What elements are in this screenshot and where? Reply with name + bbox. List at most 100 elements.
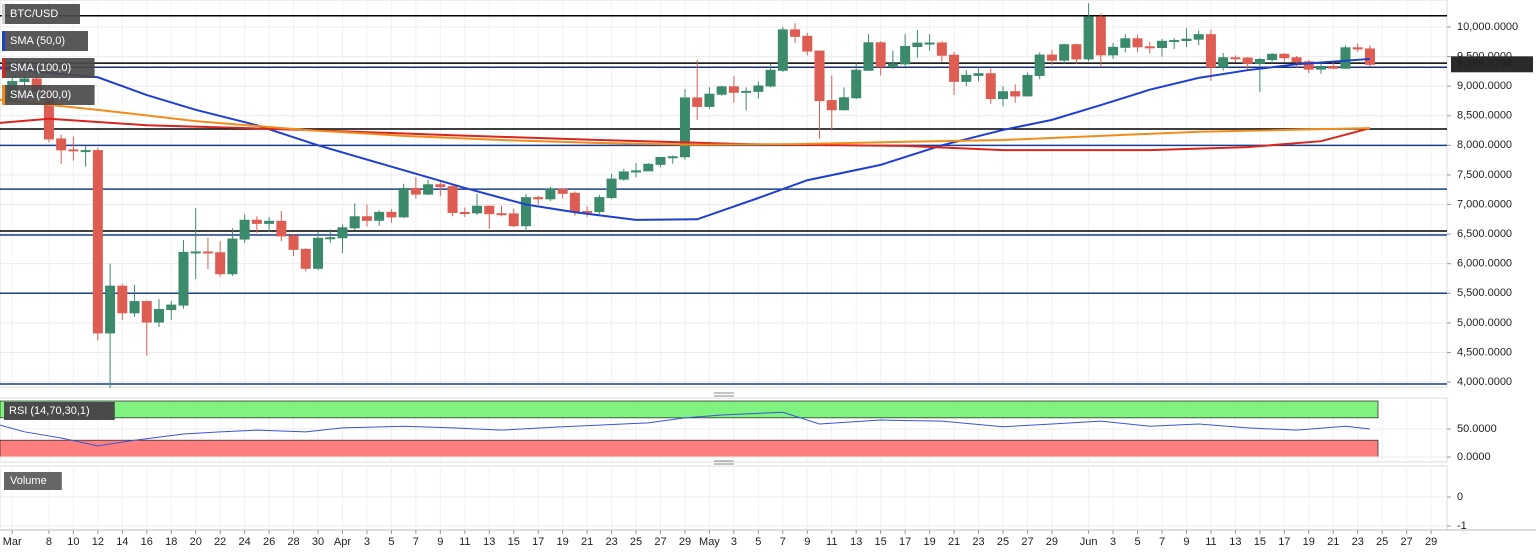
x-tick-label: 24 — [239, 536, 251, 548]
x-tick-label: 9 — [804, 536, 810, 548]
candle-body — [190, 251, 201, 254]
candle-body — [704, 93, 715, 107]
candle-body — [667, 156, 678, 159]
legend-label: SMA (100,0) — [10, 62, 71, 74]
candle-body — [154, 309, 165, 323]
candle-body — [459, 211, 470, 214]
candle-body — [56, 138, 67, 151]
x-tick-label: 23 — [605, 536, 617, 548]
x-tick-label: 3 — [364, 536, 370, 548]
price-panel — [0, 0, 1448, 388]
x-tick-label: May — [699, 536, 720, 548]
y-tick-label: 7,000.0000 — [1457, 198, 1512, 210]
candle-body — [337, 227, 348, 239]
candle-body — [1108, 46, 1119, 56]
candle-body — [790, 29, 801, 37]
x-tick-label: 25 — [1376, 536, 1388, 548]
x-tick-label: 23 — [1352, 536, 1364, 548]
candle-body — [569, 192, 580, 213]
x-tick-label: 29 — [1425, 536, 1437, 548]
candle-body — [508, 213, 519, 227]
x-tick-label: 21 — [581, 536, 593, 548]
panel-label: Volume — [10, 475, 47, 487]
x-tick-label: 17 — [532, 536, 544, 548]
candle-body — [141, 301, 152, 323]
candle-body — [19, 78, 30, 83]
candle-body — [1303, 61, 1314, 70]
candle-body — [1071, 44, 1082, 60]
legend-label: SMA (200,0) — [10, 89, 71, 101]
x-tick-label: 10 — [67, 536, 79, 548]
x-tick-label: 25 — [997, 536, 1009, 548]
candle-body — [1267, 53, 1278, 61]
x-tick-label: 28 — [287, 536, 299, 548]
legend-swatch — [2, 85, 5, 105]
candle-body — [313, 237, 324, 269]
legend-box — [2, 31, 88, 51]
candle-body — [215, 252, 226, 275]
candle-body — [1181, 38, 1192, 42]
candle-body — [1010, 91, 1021, 97]
x-tick-label: Apr — [334, 536, 351, 548]
x-tick-label: 8 — [46, 536, 52, 548]
candle-body — [398, 187, 409, 218]
candle-body — [239, 219, 250, 240]
last-price-label: 9,369.3708 — [1457, 58, 1512, 70]
candle-body — [1157, 40, 1168, 49]
candle-body — [251, 219, 262, 224]
candle-body — [1340, 47, 1351, 69]
candle-body — [447, 186, 458, 213]
x-tick-label: 3 — [731, 536, 737, 548]
legend-box — [2, 85, 95, 105]
x-tick-label: 21 — [1327, 536, 1339, 548]
y-tick-label: 8,000.0000 — [1457, 139, 1512, 151]
candle-body — [631, 170, 642, 173]
candle-body — [1218, 57, 1229, 68]
panel-handle — [714, 392, 734, 465]
rsi-band — [0, 400, 1379, 419]
candle-body — [1120, 38, 1131, 48]
x-tick-label: 14 — [116, 536, 128, 548]
x-tick-label: 5 — [1134, 536, 1140, 548]
candle-body — [410, 187, 421, 195]
volume-panel — [0, 465, 1448, 531]
legend-swatch — [2, 4, 5, 24]
candle-body — [300, 248, 311, 269]
candle-body — [80, 150, 91, 153]
candle-body — [202, 251, 213, 254]
x-tick-label: 25 — [630, 536, 642, 548]
candle-body — [814, 50, 825, 102]
candle-body — [1254, 59, 1265, 64]
candle-body — [863, 42, 874, 71]
candle-body — [435, 184, 446, 188]
legend-label: SMA (50,0) — [10, 35, 65, 47]
candle-body — [533, 197, 544, 200]
x-tick-label: 7 — [780, 536, 786, 548]
x-tick-label: Jun — [1080, 536, 1098, 548]
candle-body — [985, 73, 996, 100]
candle-body — [227, 238, 238, 275]
y-tick-label: 8,500.0000 — [1457, 110, 1512, 122]
candle-body — [1046, 54, 1057, 61]
candle-body — [924, 42, 935, 45]
indicator-line — [0, 57, 1371, 221]
candle-body — [949, 54, 960, 82]
candle-body — [887, 63, 898, 68]
candle-body — [692, 97, 703, 107]
candle-body — [1132, 38, 1143, 48]
candle-body — [545, 188, 556, 200]
x-tick-label: 13 — [483, 536, 495, 548]
rsi-band — [0, 439, 1379, 458]
candle-body — [1316, 66, 1327, 70]
x-tick-label: 15 — [1254, 536, 1266, 548]
x-tick-label: 5 — [388, 536, 394, 548]
candle-body — [264, 220, 275, 224]
x-tick-label: 9 — [437, 536, 443, 548]
candle-body — [753, 85, 764, 92]
legend-label: BTC/USD — [10, 8, 58, 20]
candle-body — [838, 97, 849, 111]
x-tick-label: 11 — [826, 536, 837, 548]
candle-body — [1352, 47, 1363, 50]
x-tick-label: 15 — [508, 536, 520, 548]
